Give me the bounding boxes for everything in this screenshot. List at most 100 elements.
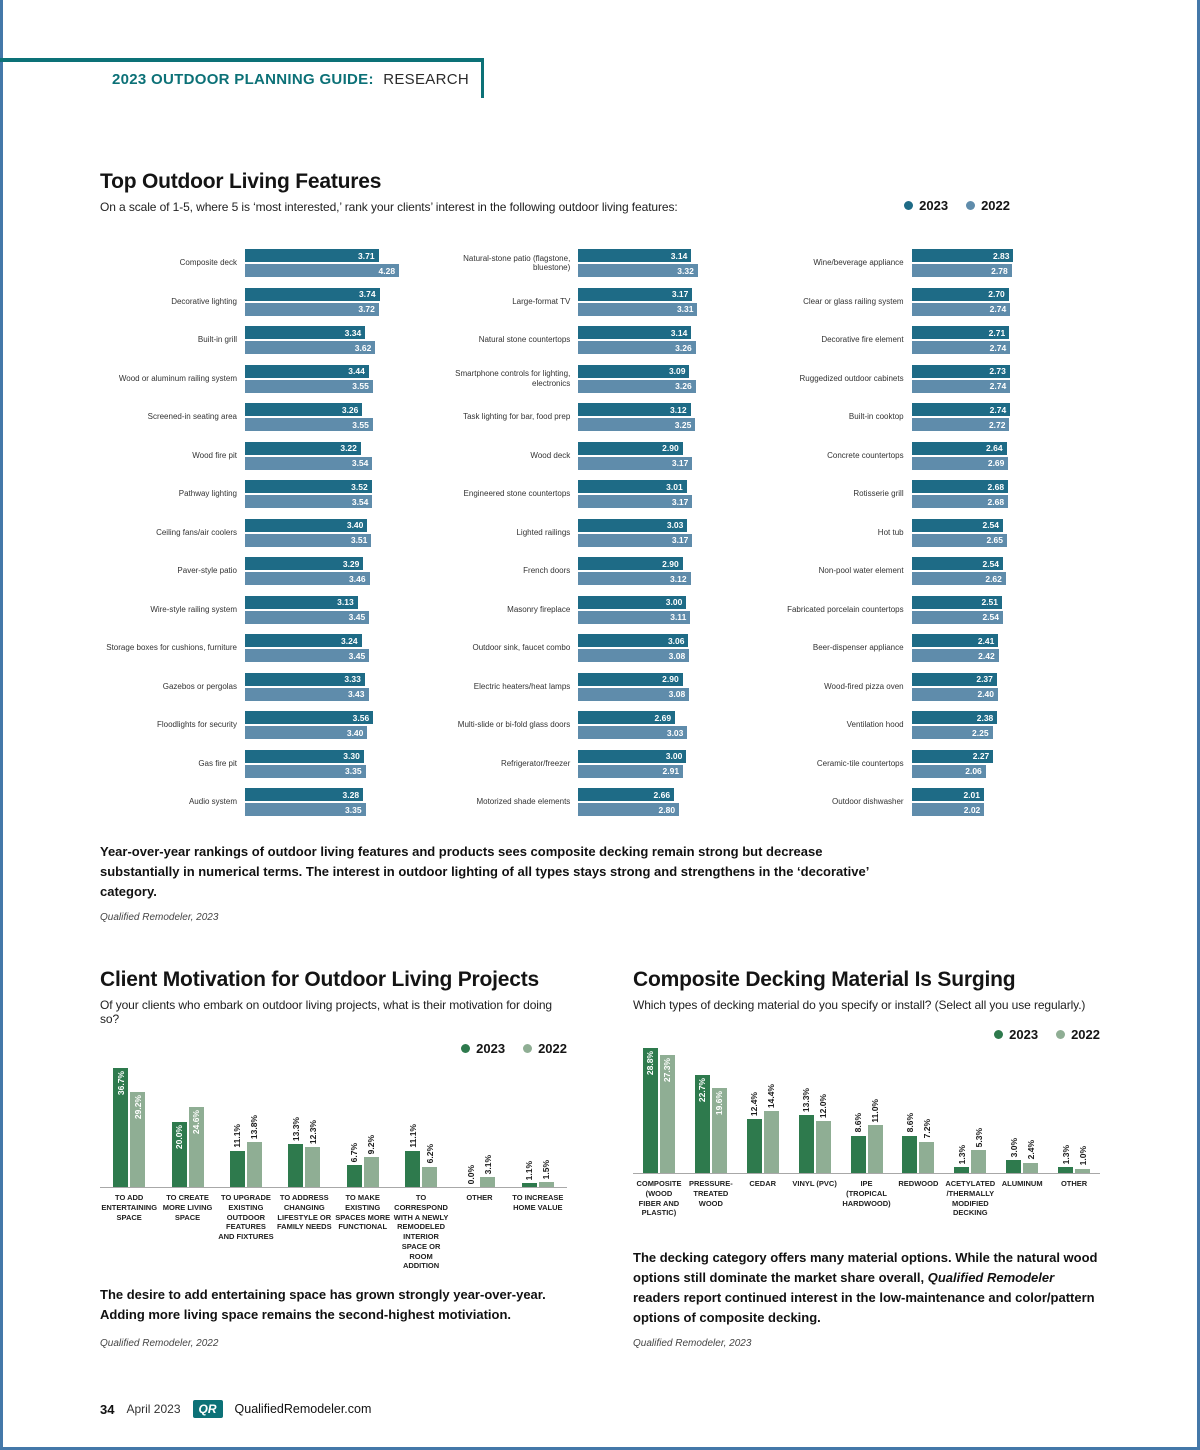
feature-label: Wire-style railing system <box>150 604 237 614</box>
feature-label: Outdoor dishwasher <box>832 797 904 807</box>
bar-2023: 3.22 <box>245 441 361 455</box>
feature-bars: 2.64 2.69 <box>911 441 1009 470</box>
bar-2023: 8.6% <box>850 1113 866 1173</box>
feature-label: Clear or glass railing system <box>803 296 904 306</box>
bar-value: 2.62 <box>985 573 1002 584</box>
bar-2022: 2.91 <box>578 764 684 778</box>
bar-value: 2.80 <box>658 804 676 815</box>
bar-value: 3.29 <box>342 558 360 569</box>
bar-2023: 2.51 <box>911 595 1002 609</box>
bar-value: 3.14 <box>670 250 688 261</box>
feature-row: Built-in cooktop 2.74 2.72 <box>767 398 1100 437</box>
bar-2022: 3.35 <box>245 764 366 778</box>
legend-item-2022: 2022 <box>523 1041 567 1056</box>
feature-bars: 2.71 2.74 <box>911 326 1011 355</box>
bar-value: 3.0% <box>1008 1137 1019 1157</box>
bar-2022: 3.32 <box>578 264 698 278</box>
bar-value: 2.42 <box>978 650 995 661</box>
features-chart: Composite deck 3.71 4.28 Decorative lightin… <box>100 244 1100 822</box>
feature-row: Task lighting for bar, food prep 3.12 3.25 <box>433 398 766 437</box>
bar-value: 11.1% <box>232 1124 243 1148</box>
feature-bars: 3.14 3.26 <box>578 326 696 355</box>
bar-value: 3.17 <box>671 289 689 300</box>
bar-2022: 4.28 <box>245 264 400 278</box>
legend-label-2022: 2022 <box>1071 1026 1100 1042</box>
bar-2022: 12.3% <box>305 1120 321 1187</box>
motivation-legend: 2023 2022 <box>100 1040 567 1056</box>
decking-caption-before: The decking category offers many materia… <box>633 1250 1098 1286</box>
bar-2023: 2.27 <box>911 749 994 763</box>
bar-value: 3.72 <box>358 304 375 315</box>
decking-caption: The decking category offers many materia… <box>633 1248 1103 1329</box>
bar-value: 3.62 <box>354 342 372 353</box>
bar-2022: 3.46 <box>245 572 370 586</box>
bar-2022: 5.3% <box>971 1128 987 1173</box>
bar-2022: 6.2% <box>422 1144 438 1187</box>
feature-row: Hot tub 2.54 2.65 <box>767 514 1100 553</box>
bar-2023: 3.29 <box>245 557 364 571</box>
bar-2022: 3.45 <box>245 610 370 624</box>
category-group: 13.3% 12.3% TO ADDRESS CHANGING LIFESTYLE … <box>275 1058 334 1271</box>
feature-bars: 3.14 3.32 <box>578 249 698 278</box>
feature-row: French doors 2.90 3.12 <box>433 552 766 591</box>
bar-2022: 2.78 <box>911 264 1012 278</box>
feature-bars: 3.34 3.62 <box>245 326 376 355</box>
bar-2022: 24.6% <box>188 1107 204 1187</box>
bar-2023: 6.7% <box>346 1143 362 1187</box>
bar-value: 2.70 <box>988 289 1005 300</box>
page-edge-bottom <box>0 1447 1200 1450</box>
bar-value: 3.13 <box>337 597 354 608</box>
feature-row: Decorative lighting 3.74 3.72 <box>100 283 433 322</box>
bar-2022: 2.62 <box>911 572 1006 586</box>
feature-row: Fabricated porcelain countertops 2.51 2.54 <box>767 591 1100 630</box>
bar-value: 2.54 <box>982 558 999 569</box>
bar-2022: 2.72 <box>911 418 1010 432</box>
feature-bars: 2.37 2.40 <box>911 672 998 701</box>
category-label: OTHER <box>1060 1179 1088 1188</box>
bar-value: 3.09 <box>668 366 686 377</box>
feature-label: Concrete countertops <box>827 450 904 460</box>
bar-2023: 3.44 <box>245 364 369 378</box>
bar-2023: 13.3% <box>288 1117 304 1187</box>
bar-2023: 2.70 <box>911 287 1009 301</box>
bar-2023: 3.13 <box>245 595 358 609</box>
bar-value: 13.3% <box>290 1116 301 1141</box>
features-head-row: On a scale of 1-5, where 5 is ‘most inte… <box>100 194 1100 214</box>
legend-item-2022: 2022 <box>966 198 1010 213</box>
qr-logo: QR <box>192 1400 223 1418</box>
category-group: 3.0% 2.4% ALUMINUM <box>996 1044 1049 1218</box>
bar-2022: 3.12 <box>578 572 691 586</box>
category-group: 8.6% 11.0% IPE (TROPICAL HARDWOOD) <box>840 1044 893 1218</box>
feature-row: Outdoor dishwasher 2.01 2.02 <box>767 783 1100 822</box>
bar-2022: 3.17 <box>578 495 693 509</box>
bar-2023: 2.01 <box>911 788 984 802</box>
bar-value: 3.00 <box>665 751 683 762</box>
bar-value: 14.4% <box>766 1083 777 1108</box>
bar-2022: 2.68 <box>911 495 1009 509</box>
bar-value: 3.54 <box>351 458 369 469</box>
category-group: 13.3% 12.0% VINYL (PVC) <box>788 1044 841 1218</box>
bar-value: 3.30 <box>343 751 360 762</box>
bar-2022: 13.8% <box>246 1115 262 1187</box>
feature-row: Audio system 3.28 3.35 <box>100 783 433 822</box>
page-edge-left <box>0 0 3 1450</box>
bar-value: 28.8% <box>645 1051 656 1076</box>
feature-row: Wood or aluminum railing system 3.44 3.55 <box>100 360 433 399</box>
feature-bars: 3.22 3.54 <box>245 441 373 470</box>
category-group: 1.3% 1.0% OTHER <box>1048 1044 1101 1218</box>
bar-value: 3.24 <box>341 635 358 646</box>
bar-pair: 1.3% 5.3% <box>944 1044 997 1174</box>
bar-2022: 3.62 <box>245 341 376 355</box>
feature-row: Wood fire pit 3.22 3.54 <box>100 437 433 476</box>
bar-2023: 2.90 <box>578 557 683 571</box>
category-label: TO CREATE MORE LIVING SPACE <box>162 1193 213 1222</box>
bar-2022: 3.31 <box>578 302 698 316</box>
bar-value: 3.26 <box>341 404 359 415</box>
bar-value: 3.34 <box>344 327 362 338</box>
bar-2023: 2.41 <box>911 634 999 648</box>
legend-item-2022: 2022 <box>1056 1027 1100 1042</box>
feature-row: Motorized shade elements 2.66 2.80 <box>433 783 766 822</box>
legend-label-2023: 2023 <box>476 1040 506 1056</box>
bar-value: 2.01 <box>963 789 980 800</box>
decking-title: Composite Decking Material Is Surging <box>633 968 1016 991</box>
